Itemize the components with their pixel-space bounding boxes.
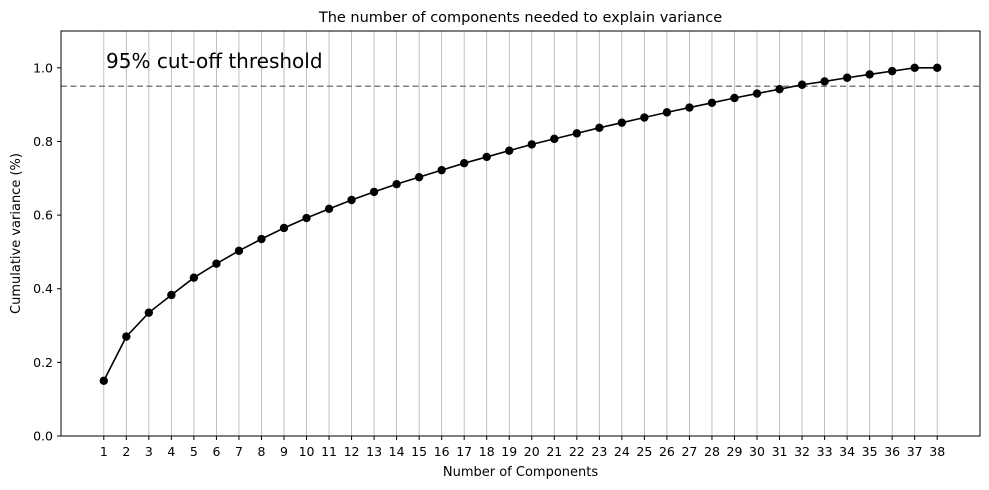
data-point-5 [189, 273, 199, 282]
x-tick-label: 22 [569, 444, 585, 459]
x-tick-label: 3 [145, 444, 153, 459]
data-point-38 [933, 63, 942, 73]
y-tick-label: 0.0 [33, 429, 53, 444]
x-tick-label: 17 [456, 444, 472, 459]
data-point-21 [550, 134, 559, 144]
data-point-14 [392, 179, 401, 189]
data-point-17 [459, 158, 469, 168]
x-tick-label: 13 [366, 444, 382, 459]
x-tick-label: 26 [659, 444, 675, 459]
y-tick-label: 0.4 [33, 281, 53, 296]
x-tick-label: 12 [344, 444, 360, 459]
x-tick-label: 9 [280, 444, 288, 459]
data-point-4 [167, 290, 176, 300]
x-axis-label: Number of Components [443, 465, 598, 480]
x-tick-label: 20 [524, 444, 540, 459]
data-point-16 [437, 165, 446, 175]
x-tick-label: 31 [772, 444, 788, 459]
x-tick-label: 29 [727, 444, 743, 459]
y-tick-label: 0.6 [33, 208, 53, 223]
y-tick-label: 1.0 [33, 60, 53, 75]
plot-frame [60, 30, 981, 437]
x-tick-label: 28 [704, 444, 720, 459]
x-tick-label: 34 [839, 444, 855, 459]
data-point-37 [910, 63, 919, 73]
x-tick-label: 35 [862, 444, 878, 459]
x-axis-ticks: 1 2 3 4 5 6 7 8 9 10 11 12 13 14 15 16 17 18 19 20 21 22 23 24 2… [100, 436, 945, 459]
data-point-7 [234, 246, 244, 256]
data-point-15 [414, 172, 424, 182]
x-tick-label: 30 [749, 444, 765, 459]
x-tick-label: 21 [546, 444, 562, 459]
y-axis-ticks: 0.0 0.2 0.4 0.6 0.8 1.0 [33, 60, 61, 444]
x-tick-label: 8 [257, 444, 265, 459]
data-point-20 [527, 140, 536, 149]
data-point-6 [212, 259, 221, 268]
data-point-12 [347, 195, 356, 205]
x-tick-label: 18 [479, 444, 495, 459]
data-point-23 [595, 123, 604, 133]
x-tick-label: 24 [614, 444, 630, 459]
data-point-8 [257, 234, 266, 244]
data-point-32 [797, 80, 807, 89]
y-tick-label: 0.2 [33, 355, 53, 370]
data-point-25 [640, 113, 649, 122]
series-group [99, 63, 942, 385]
x-tick-label: 23 [591, 444, 607, 459]
x-tick-label: 37 [907, 444, 923, 459]
data-point-10 [302, 213, 311, 223]
x-tick-label: 38 [929, 444, 945, 459]
threshold-annotation: 95% cut-off threshold [106, 49, 322, 73]
x-tick-label: 16 [434, 444, 450, 459]
x-tick-label: 1 [100, 444, 108, 459]
x-tick-label: 15 [411, 444, 427, 459]
data-point-24 [617, 118, 627, 127]
y-axis-label: Cumulative variance (%) [9, 153, 24, 314]
data-point-2 [122, 332, 131, 341]
data-point-1 [99, 376, 108, 385]
data-point-30 [752, 89, 762, 98]
x-tick-label: 25 [636, 444, 652, 459]
data-point-28 [707, 98, 717, 107]
data-point-22 [572, 129, 582, 138]
data-point-35 [865, 70, 874, 79]
x-tick-label: 14 [389, 444, 405, 459]
x-tick-label: 19 [501, 444, 517, 459]
data-point-11 [324, 204, 334, 214]
x-tick-label: 7 [235, 444, 243, 459]
data-point-18 [482, 152, 491, 162]
data-point-29 [730, 93, 739, 103]
x-tick-label: 4 [167, 444, 175, 459]
data-point-26 [662, 108, 672, 117]
x-tick-label: 5 [190, 444, 198, 459]
x-tick-label: 27 [681, 444, 697, 459]
series-line-0 [103, 67, 938, 382]
data-point-3 [144, 308, 154, 317]
data-point-31 [775, 84, 784, 94]
data-point-19 [505, 146, 514, 155]
chart-title: The number of components needed to expla… [318, 10, 722, 26]
data-point-27 [685, 103, 694, 112]
data-point-33 [820, 77, 829, 86]
x-tick-label: 10 [299, 444, 315, 459]
y-tick-label: 0.8 [33, 134, 53, 149]
data-point-34 [842, 73, 852, 82]
data-point-36 [887, 66, 897, 76]
x-tick-label: 6 [212, 444, 220, 459]
x-tick-label: 32 [794, 444, 810, 459]
grid-lines [103, 31, 938, 436]
data-point-9 [279, 223, 289, 233]
x-tick-label: 2 [122, 444, 130, 459]
x-tick-label: 11 [321, 444, 337, 459]
x-tick-label: 36 [884, 444, 900, 459]
data-point-13 [369, 187, 379, 197]
x-tick-label: 33 [817, 444, 833, 459]
